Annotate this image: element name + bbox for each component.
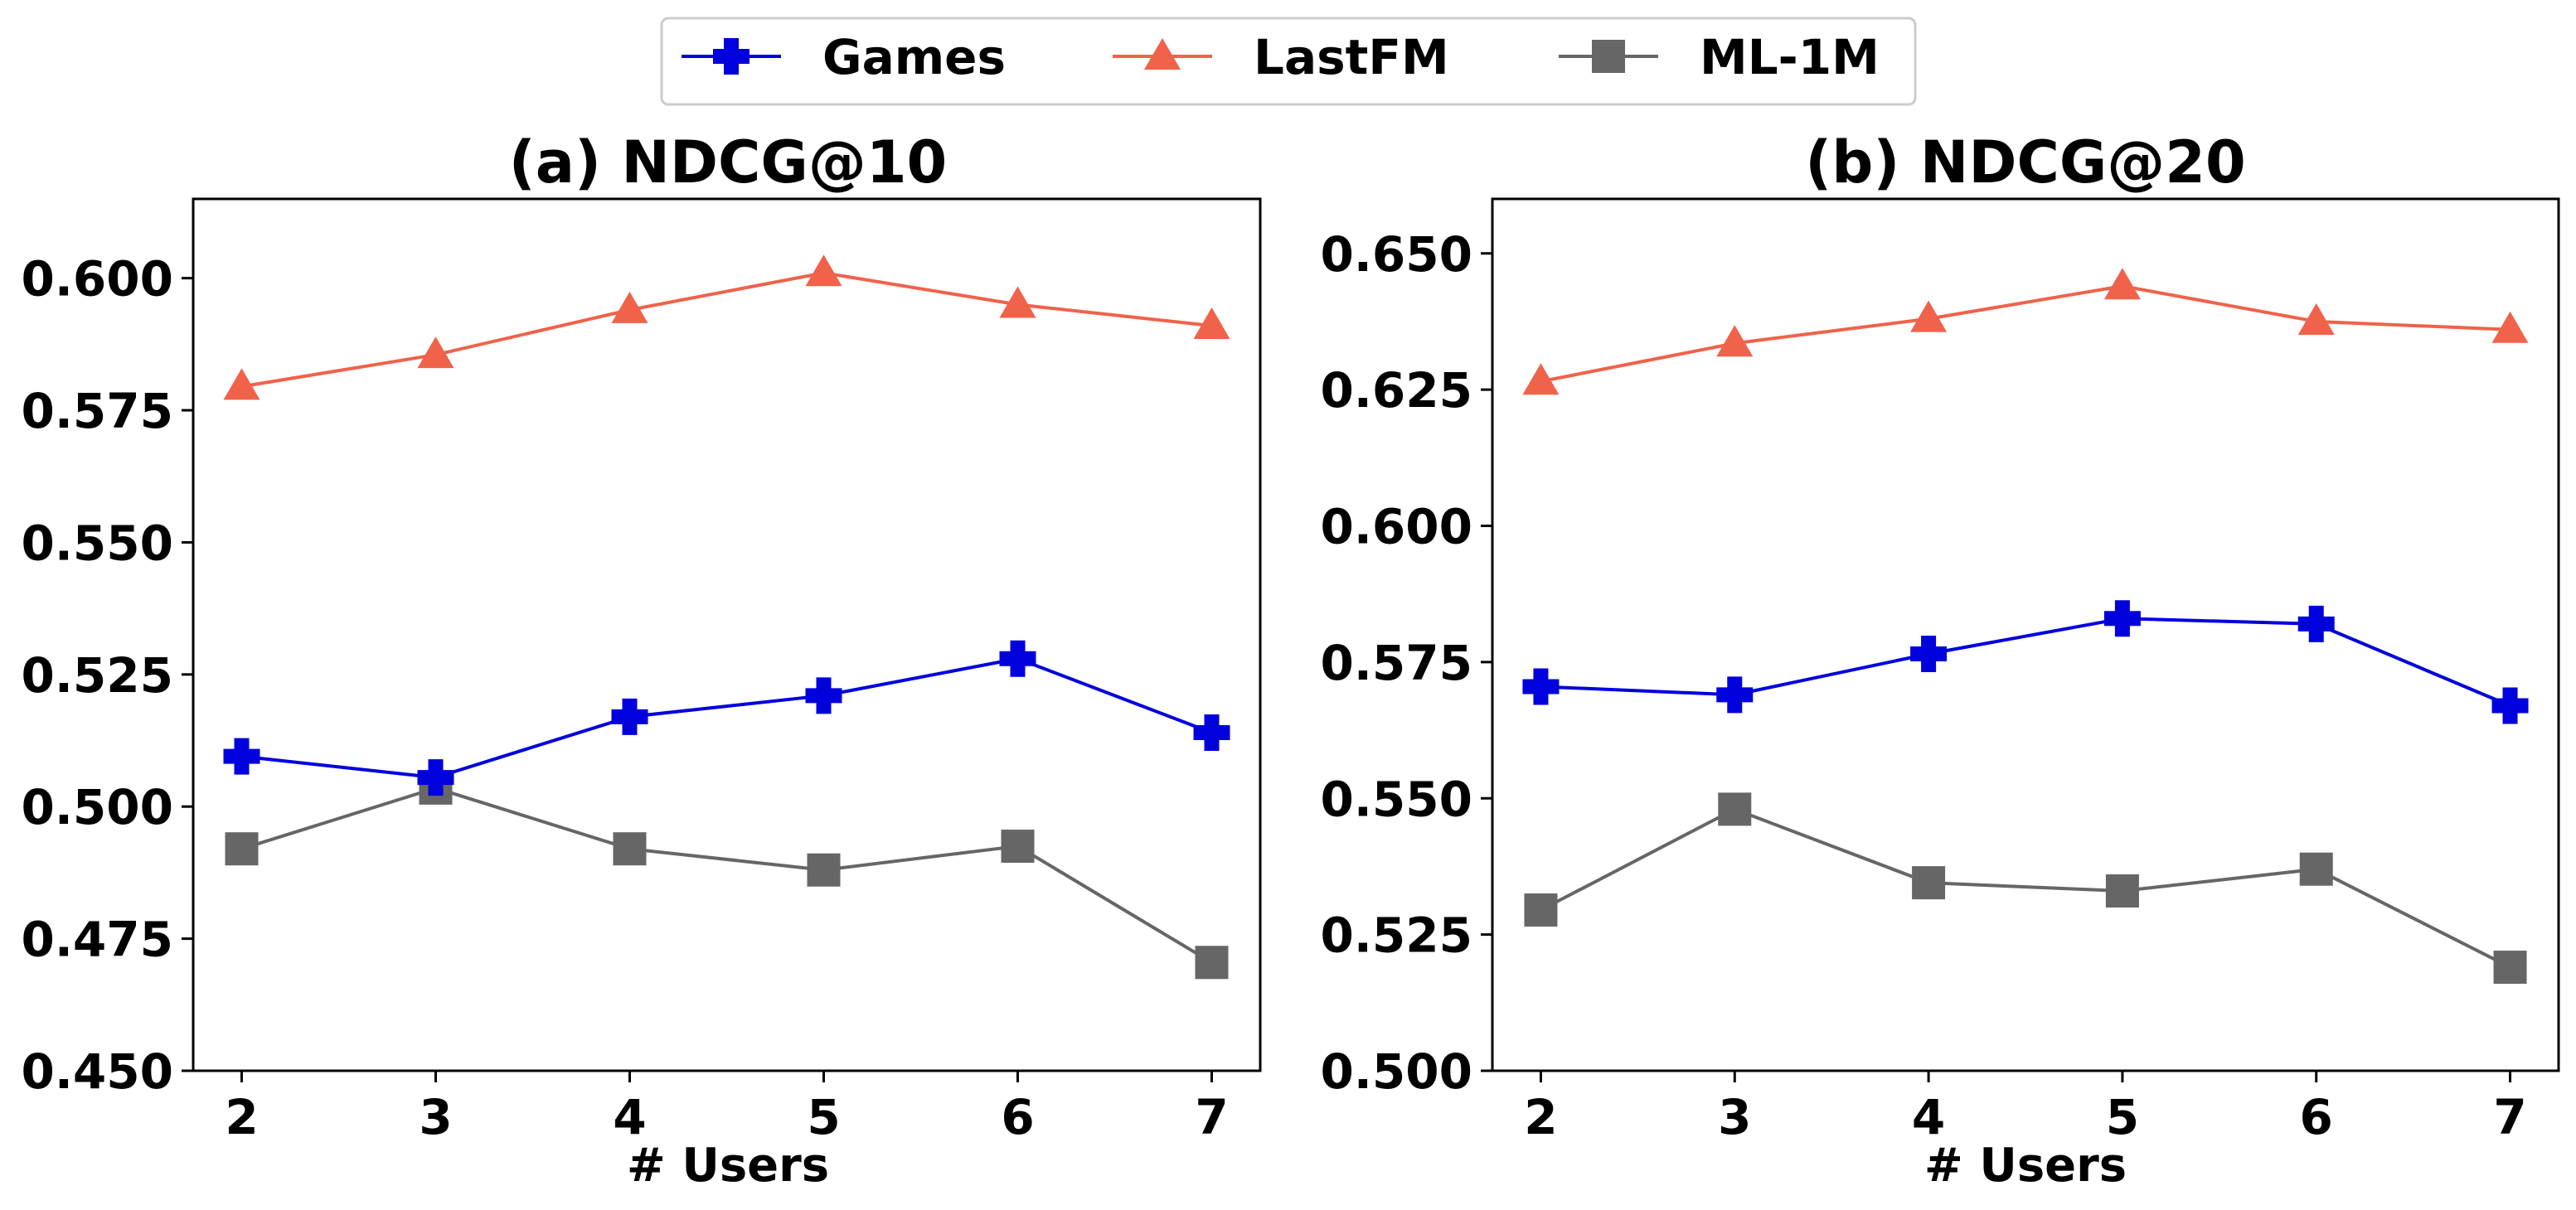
series-ml-1m [225,771,1229,980]
data-point [805,677,842,714]
data-point [223,738,260,775]
legend-marker-plus [713,38,750,75]
series-line [241,271,1212,389]
y-tick-label: 0.600 [22,251,173,307]
legend: Games LastFM ML-1M [660,17,1917,106]
data-point [1195,946,1229,980]
data-point [2493,951,2527,985]
series-ml-1m [1524,792,2527,985]
x-tick-label: 3 [419,1089,452,1145]
y-tick-label: 0.575 [1321,635,1472,691]
x-tick-label: 5 [2106,1089,2139,1145]
data-point [1912,866,1946,900]
data-point [1910,636,1948,673]
data-point [417,759,454,796]
data-point [225,832,259,866]
data-point [1522,668,1560,705]
legend-item-ml-1m: ML-1M [1559,29,1880,85]
data-point [2105,874,2139,908]
x-tick-label: 7 [2493,1089,2526,1145]
series-line [1540,284,2511,384]
data-point [1716,676,1754,714]
y-tick-label: 0.625 [1321,362,1472,419]
plot-frame [192,197,1262,1072]
data-point [999,286,1036,318]
y-tick-label: 0.475 [22,912,173,968]
data-point [805,254,842,287]
data-point [2103,600,2141,637]
data-point [223,368,260,400]
x-tick-label: 4 [1912,1089,1945,1145]
data-point [1193,307,1230,340]
legend-label: LastFM [1254,29,1449,85]
x-tick-label: 2 [225,1089,258,1145]
panel-ndcg10: (a) NDCG@10 0.450 0.475 0.500 0.525 0.550 0.5… [22,128,1262,1193]
y-tick-label: 0.500 [1321,1043,1472,1100]
panel-ndcg20: (b) NDCG@20 0.500 0.525 0.550 0.575 0.600 0.6… [1321,128,2560,1193]
y-tick-label: 0.550 [22,515,173,571]
legend-marker-triangle [1144,38,1181,70]
series-lastfm [223,254,1230,400]
x-axis-title: # Users [627,1139,829,1193]
data-point [1001,830,1035,864]
y-tick-label: 0.550 [1321,771,1472,827]
data-point [2491,687,2529,724]
y-tick-label: 0.650 [1321,226,1472,283]
x-axis-title: # Users [1924,1139,2127,1193]
panel-title: (b) NDCG@20 [1805,128,2245,196]
y-tick-label: 0.450 [22,1043,173,1100]
data-point [2491,311,2529,343]
legend-label: ML-1M [1700,29,1880,85]
data-point [807,853,841,887]
series-games [223,640,1230,796]
data-point [1910,300,1948,332]
x-tick-label: 4 [613,1089,646,1145]
legend-marker-square [1592,40,1625,73]
legend-item-lastfm: LastFM [1113,29,1449,85]
y-tick-label: 0.500 [22,779,173,835]
data-point [1524,893,1558,927]
y-tick-label: 0.600 [1321,499,1472,555]
x-tick-label: 6 [1001,1089,1034,1145]
series-line [240,786,1213,965]
data-point [611,291,648,323]
y-tick-label: 0.525 [22,647,173,704]
data-point [2297,302,2335,335]
legend-item-games: Games [682,29,1006,85]
x-tick-label: 5 [807,1089,840,1145]
x-tick-label: 3 [1718,1089,1751,1145]
series-lastfm [1522,268,2529,395]
data-point [1716,325,1754,357]
data-point [611,698,648,735]
series-games [1522,600,2529,724]
data-point [2103,268,2141,300]
data-point [2299,852,2333,886]
plot-frame [1491,197,2560,1072]
data-point [1522,363,1560,395]
panel-title: (a) NDCG@10 [509,128,948,196]
x-tick-label: 7 [1195,1089,1228,1145]
series-line [1540,617,2511,708]
data-point [1193,714,1230,751]
data-point [2297,605,2335,642]
series-line [241,656,1213,780]
x-tick-label: 6 [2300,1089,2333,1145]
data-point [417,336,454,369]
legend-label: Games [822,29,1006,85]
y-tick-label: 0.525 [1321,908,1472,964]
data-point [613,832,647,866]
data-point [999,640,1036,677]
series-line [1540,807,2511,969]
x-tick-label: 2 [1524,1089,1557,1145]
data-point [1718,792,1752,826]
y-tick-label: 0.575 [22,383,173,439]
